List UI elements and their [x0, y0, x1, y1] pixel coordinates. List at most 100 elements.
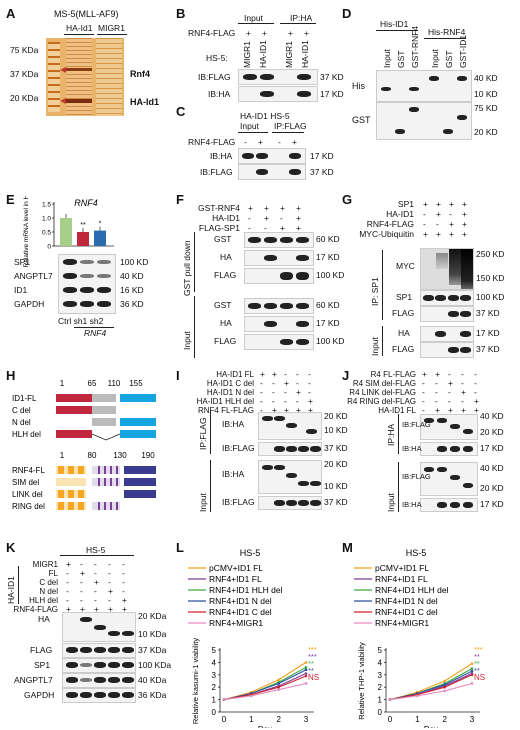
condition-sign: - — [461, 369, 464, 379]
condition-sign: - — [108, 568, 111, 578]
domain-block — [56, 478, 86, 486]
condition-sign: - — [449, 209, 452, 219]
linker-motif — [98, 466, 100, 474]
legend-label: pCMV+ID1 FL — [209, 563, 263, 573]
linker-motif — [98, 502, 100, 510]
residue-number: 110 — [108, 379, 121, 388]
ring-domain — [124, 478, 156, 486]
panel-label-c: C — [176, 104, 186, 119]
condition-sign: + — [248, 203, 253, 213]
legend-label: RNF4+ID1 FL — [209, 574, 262, 584]
series-point — [277, 678, 280, 682]
panel-label-g: G — [342, 192, 353, 207]
condition-sign: - — [284, 369, 287, 379]
series-line — [389, 682, 473, 701]
blot-f-flag-input — [244, 334, 314, 350]
condition-label: MYC-Ubiquitin — [359, 229, 414, 239]
condition-sign: + — [474, 405, 479, 415]
condition-sign: - — [108, 577, 111, 587]
series-line — [223, 666, 307, 701]
condition-label: HA-ID1 HLH del — [196, 397, 254, 406]
blot-f-flag — [244, 268, 314, 284]
linker-motif — [116, 502, 118, 510]
blot-j-flag — [420, 414, 478, 440]
condition-sign: - — [296, 378, 299, 388]
blot-g-flag-input — [420, 342, 474, 358]
condition-sign: - — [108, 595, 111, 605]
significance-star: ** — [308, 666, 314, 675]
panel-h-domain-schematic: 1 65 110 155 ID1-FL C del N del HLH del 1 80 130 19… — [12, 379, 156, 511]
blot-d-his — [376, 70, 472, 102]
legend-label: RNF4+ID1 N del — [209, 596, 272, 606]
condition-sign: - — [422, 396, 425, 406]
legend-label: RNF4+MIGR1 — [375, 618, 429, 628]
condition-label: RNF4 FL-FLAG — [197, 406, 254, 415]
blot-g-sp1 — [420, 290, 474, 306]
condition-sign: - — [94, 559, 97, 569]
series-point — [443, 685, 446, 689]
blot-k-sp1 — [62, 658, 136, 673]
series-point — [388, 698, 392, 701]
series-point — [443, 679, 446, 683]
condition-sign: - — [308, 387, 311, 397]
marker-20: 20 KDa — [10, 93, 39, 103]
y-tick-label: 5 — [378, 646, 383, 655]
condition-label: HLH del — [29, 596, 58, 605]
panel-a-lane-1: HA-Id1 — [66, 23, 93, 33]
significance-star: *** — [308, 652, 317, 661]
condition-sign: + — [461, 387, 466, 397]
condition-label: HA-ID1 — [212, 213, 240, 223]
condition-sign: - — [474, 378, 477, 388]
condition-sign: + — [474, 396, 479, 406]
condition-sign: - — [435, 396, 438, 406]
series-point — [443, 683, 446, 687]
condition-sign: + — [296, 203, 301, 213]
marker-37: 37 KDa — [10, 69, 39, 79]
condition-sign: - — [422, 387, 425, 397]
condition-sign: + — [122, 595, 127, 605]
condition-sign: - — [272, 387, 275, 397]
panel-label-a: A — [6, 6, 16, 21]
condition-sign: + — [272, 369, 277, 379]
condition-sign: - — [260, 378, 263, 388]
residue-number: 130 — [113, 451, 127, 460]
linker-motif — [116, 478, 118, 486]
y-axis-label: Relative mRNA level in HS-5 — [23, 196, 30, 267]
y-tick-label: 0 — [212, 708, 217, 717]
panel-a-lane-2: MIGR1 — [98, 23, 125, 33]
series-point — [222, 698, 226, 701]
blot-d-gst — [376, 102, 472, 140]
condition-label: SP1 — [397, 199, 414, 209]
condition-sign: - — [308, 378, 311, 388]
series-point — [304, 682, 308, 685]
condition-sign: - — [280, 213, 283, 223]
y-tick-label: 2 — [212, 683, 217, 692]
y-tick-label: 0 — [47, 244, 51, 251]
condition-sign: - — [80, 559, 83, 569]
y-tick-label: 1.0 — [42, 216, 51, 223]
panel-b-hs5: HS-5: — [206, 53, 228, 63]
condition-sign: - — [423, 219, 426, 229]
sim-motif — [78, 502, 84, 510]
x-tick-label: 0 — [222, 715, 227, 724]
sim-motif — [58, 490, 64, 498]
rnf4-arrow-label: Rnf4 — [130, 69, 150, 79]
significance-star: ** — [474, 652, 480, 661]
domain-block — [120, 394, 156, 402]
significance-star: ** — [474, 666, 480, 675]
significance-star: NS — [474, 673, 485, 682]
residue-number: 1 — [60, 451, 65, 460]
sim-motif — [58, 502, 64, 510]
domain-block — [92, 406, 116, 414]
linker-motif — [104, 502, 106, 510]
condition-sign: - — [272, 378, 275, 388]
panel-label-l: L — [176, 540, 184, 555]
blot-b-ha — [238, 86, 318, 102]
series-point — [416, 694, 419, 698]
series-point — [304, 666, 308, 669]
x-tick-label: 3 — [304, 715, 309, 724]
linker-motif — [98, 478, 100, 486]
significance-star: ** — [308, 659, 314, 668]
construct-label: ID1-FL — [12, 394, 37, 403]
